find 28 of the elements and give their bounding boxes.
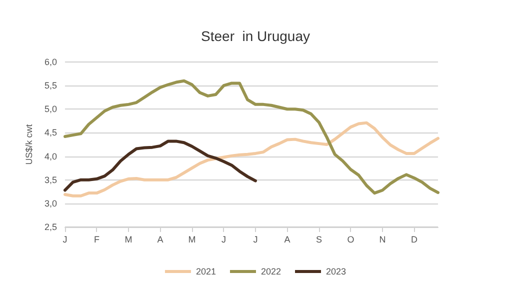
legend-label: 2023 [326,266,346,276]
y-tick-label: 6,0 [44,57,57,67]
x-tick-label: J [221,234,226,244]
y-axis-title: US$/k cwt [24,124,34,165]
y-tick-label: 3,0 [44,198,57,208]
line-series [64,140,257,192]
y-tick-label: 2,5 [44,222,57,232]
y-tick-label: 4,5 [44,128,57,138]
x-tick-label: J [253,234,258,244]
line-series [64,121,440,198]
legend-label: 2022 [260,266,282,276]
chart-title: Steer in Uruguay [201,28,310,44]
line-series [64,79,440,195]
y-tick-label: 5,5 [44,80,57,91]
x-tick-label: M [188,234,196,244]
legend-label: 2021 [196,266,216,276]
y-tick-label: 4,0 [44,151,57,162]
y-tick-label: 5,0 [44,104,57,114]
y-tick-label: 3,5 [44,174,57,185]
x-tick-label: A [157,234,164,244]
x-tick-label: S [316,234,322,244]
x-tick-label: F [94,234,100,244]
x-tick-label: M [124,234,132,244]
x-tick-label: J [62,234,68,244]
x-tick-label: N [379,234,386,244]
x-tick-label: A [284,234,290,244]
x-tick-label: D [410,234,418,244]
x-tick-label: O [347,234,354,244]
